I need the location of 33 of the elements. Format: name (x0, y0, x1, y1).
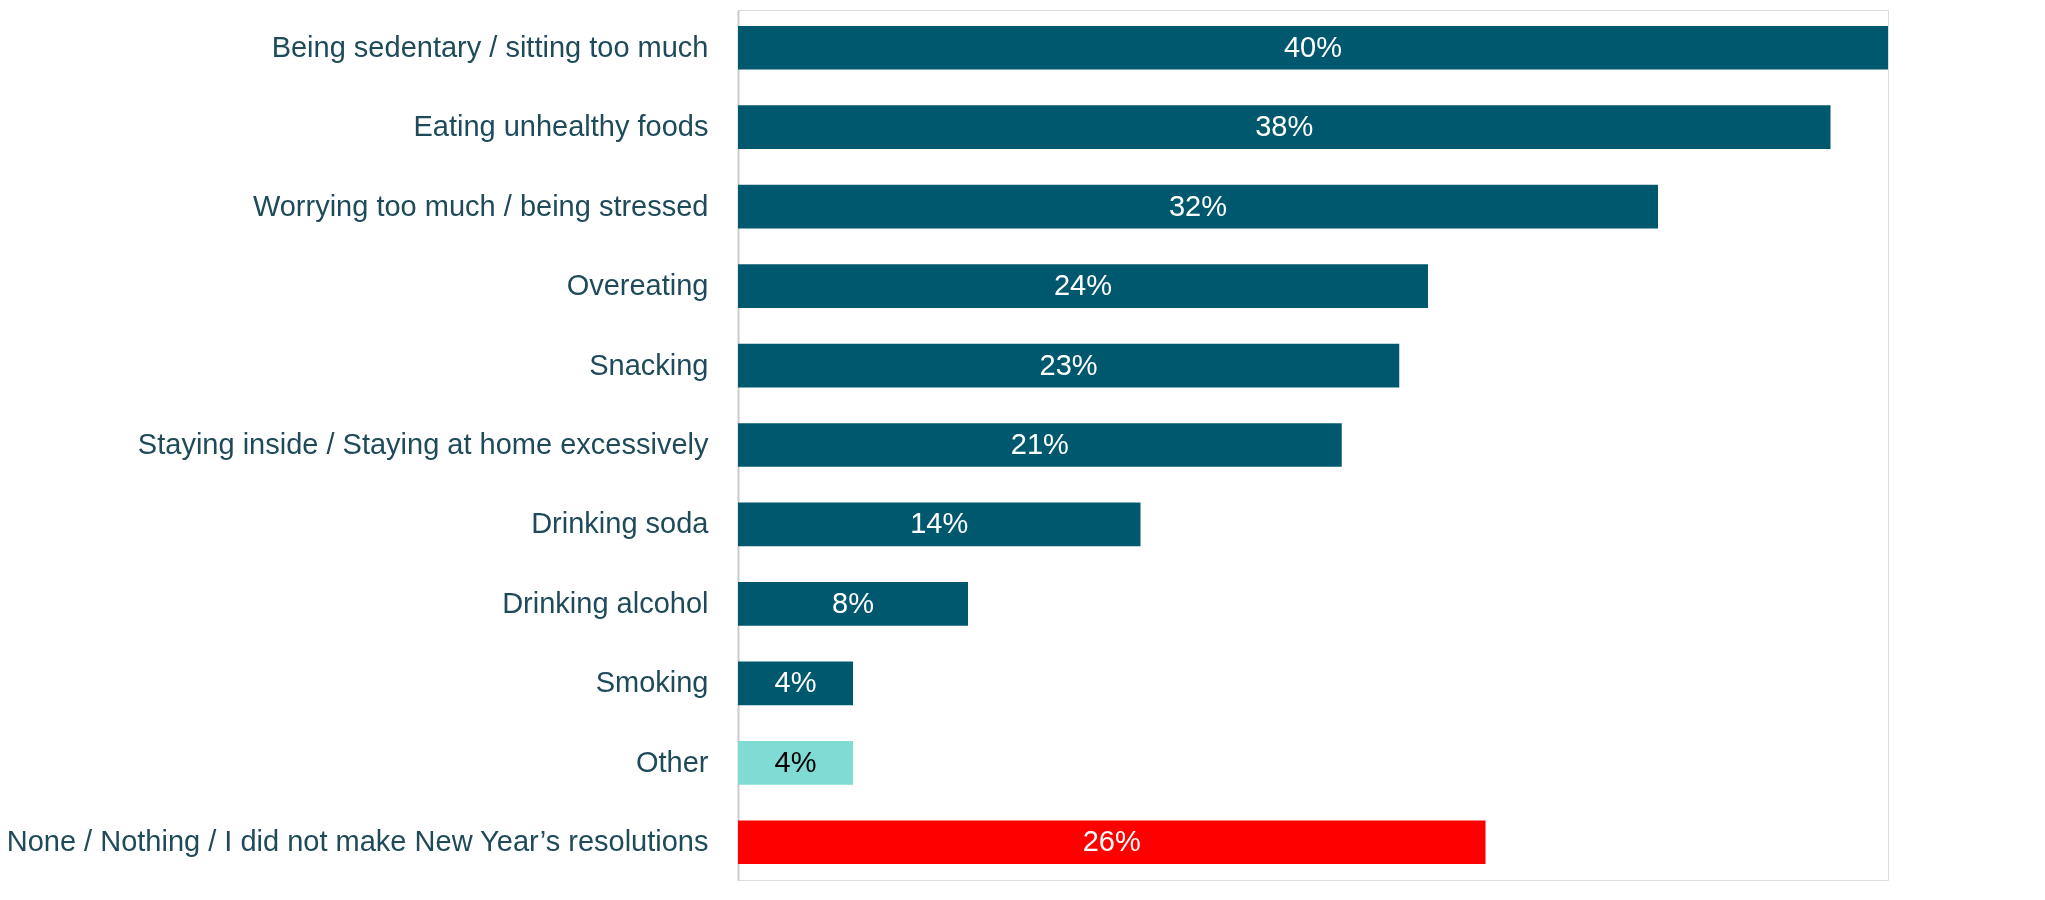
y-tick-label: Other (635, 745, 709, 778)
data-label: 21% (1010, 428, 1069, 460)
bar (738, 184, 1658, 229)
bar (738, 820, 1486, 865)
data-label: 23% (1039, 348, 1098, 381)
bar (738, 25, 1888, 70)
y-tick-label: Drinking soda (531, 507, 710, 540)
data-label: 4% (774, 666, 817, 699)
data-label: 38% (1255, 110, 1314, 143)
bar (738, 423, 1342, 467)
bar (738, 502, 1141, 547)
y-tick-label: Eating unhealthy foods (413, 110, 709, 143)
bar (738, 343, 1400, 388)
data-label: 8% (832, 586, 874, 619)
y-tick-label: Drinking alcohol (502, 586, 709, 619)
y-tick-label: Being sedentary / sitting too much (271, 30, 709, 63)
data-label: 4% (774, 745, 817, 778)
data-label: 32% (1168, 189, 1228, 222)
y-tick-label: Smoking (595, 666, 709, 699)
bar (738, 582, 968, 626)
bar (738, 740, 853, 785)
bar (738, 264, 1428, 308)
bar (738, 661, 853, 706)
bar (738, 105, 1831, 150)
y-tick-label: Staying inside / Staying at home excessively (137, 428, 709, 460)
y-tick-label: Snacking (589, 348, 709, 381)
data-label: 26% (1082, 825, 1141, 858)
data-label: 14% (910, 507, 969, 540)
y-tick-label: Overeating (566, 269, 709, 302)
data-label: 24% (1053, 269, 1113, 302)
y-tick-label: None / Nothing / I did not make New Year’s resolutions (6, 825, 709, 858)
y-tick-label: Worrying too much / being stressed (252, 189, 709, 222)
data-label: 40% (1283, 30, 1343, 63)
